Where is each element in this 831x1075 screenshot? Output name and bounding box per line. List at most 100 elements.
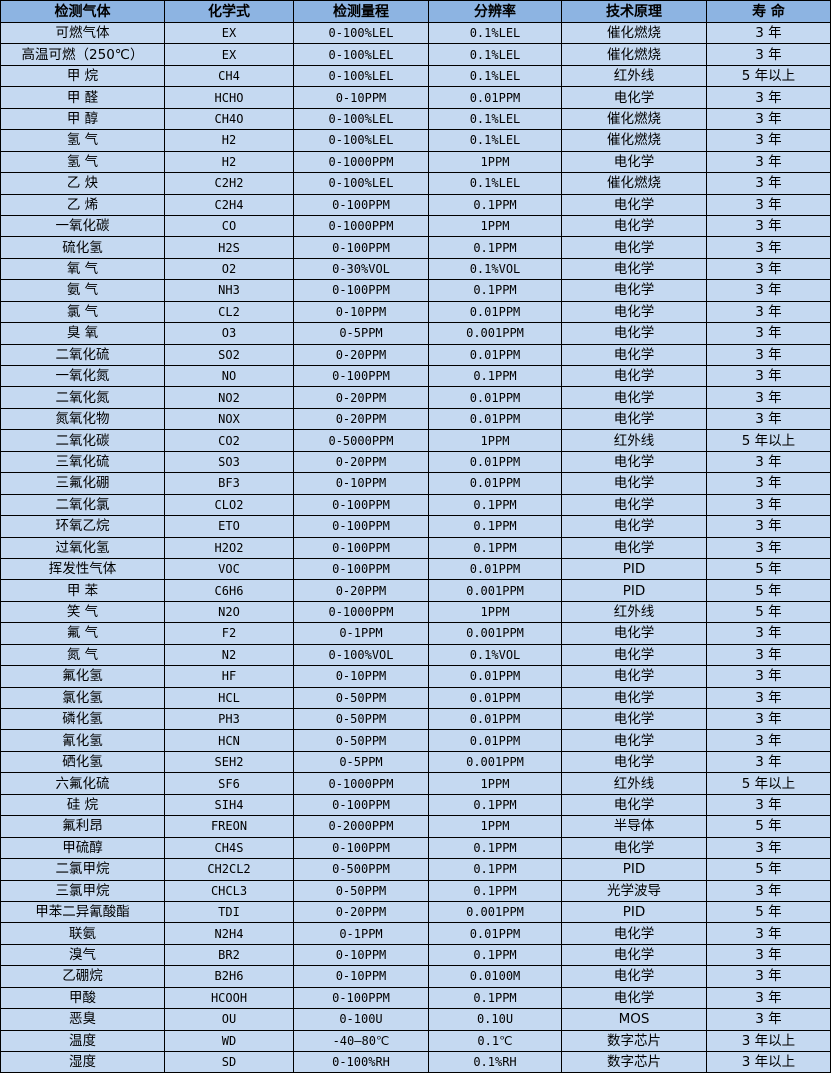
formula-cell: CO2 [164,429,294,452]
principle-cell: 电化学 [561,257,707,281]
principle-cell: 电化学 [561,707,707,731]
range-cell: 0-100%LEL [293,43,429,66]
resolution-cell: 1PPM [428,772,562,795]
range-cell: 0-30%VOL [293,257,429,281]
lifespan-cell: 3 年 [706,493,831,517]
range-cell: 0-100%LEL [293,21,429,45]
principle-cell: 红外线 [561,429,707,452]
table-row: 笑 气 N2O 0-1000PPM 1PPM 红外线 5 年 [0,600,831,624]
lifespan-cell: 3 年 [706,879,831,902]
gas-cell: 氯化氢 [0,686,165,710]
resolution-cell: 0.1PPM [428,364,562,388]
lifespan-cell: 3 年 [706,986,831,1010]
principle-cell: 电化学 [561,343,707,367]
header-formula: 化学式 [164,0,294,23]
lifespan-cell: 5 年 [706,557,831,581]
table-row: 甲 烷 CH4 0-100%LEL 0.1%LEL 红外线 5 年以上 [0,64,831,88]
lifespan-cell: 5 年 [706,858,831,881]
range-cell: 0-2000PPM [293,815,429,838]
resolution-cell: 0.1PPM [428,943,562,967]
gas-cell: 二氧化硫 [0,343,165,367]
principle-cell: 电化学 [561,236,707,259]
gas-cell: 三氯甲烷 [0,879,165,902]
formula-cell: F2 [164,622,294,645]
range-cell: 0-50PPM [293,729,429,752]
range-cell: 0-10PPM [293,86,429,109]
range-cell: 0-50PPM [293,686,429,710]
resolution-cell: 0.01PPM [428,922,562,945]
principle-cell: 电化学 [561,793,707,817]
table-row: 氯 气 CL2 0-10PPM 0.01PPM 电化学 3 年 [0,300,831,324]
range-cell: 0-100PPM [293,557,429,581]
gas-cell: 甲硫醇 [0,836,165,860]
table-row: 氟利昂 FREON 0-2000PPM 1PPM 半导体 5 年 [0,815,831,838]
formula-cell: N2H4 [164,922,294,945]
range-cell: 0-100PPM [293,279,429,302]
gas-cell: 氰化氢 [0,729,165,752]
resolution-cell: 0.01PPM [428,386,562,409]
principle-cell: 半导体 [561,815,707,838]
range-cell: 0-1000PPM [293,214,429,238]
formula-cell: CL2 [164,300,294,324]
gas-cell: 恶臭 [0,1008,165,1031]
resolution-cell: 0.01PPM [428,300,562,324]
table-row: 磷化氢 PH3 0-50PPM 0.01PPM 电化学 3 年 [0,707,831,731]
lifespan-cell: 3 年 [706,793,831,817]
resolution-cell: 0.01PPM [428,665,562,688]
table-row: 二氯甲烷 CH2CL2 0-500PPM 0.1PPM PID 5 年 [0,858,831,881]
range-cell: 0-1000PPM [293,772,429,795]
resolution-cell: 0.001PPM [428,750,562,774]
table-row: 氮 气 N2 0-100%VOL 0.1%VOL 电化学 3 年 [0,643,831,667]
table-row: 乙 炔 C2H2 0-100%LEL 0.1%LEL 催化燃烧 3 年 [0,172,831,195]
formula-cell: HCHO [164,86,294,109]
resolution-cell: 0.001PPM [428,900,562,924]
resolution-cell: 0.01PPM [428,450,562,474]
table-row: 二氧化硫 SO2 0-20PPM 0.01PPM 电化学 3 年 [0,343,831,367]
lifespan-cell: 3 年 [706,43,831,66]
formula-cell: TDI [164,900,294,924]
lifespan-cell: 3 年 [706,150,831,174]
table-row: 三氟化硼 BF3 0-10PPM 0.01PPM 电化学 3 年 [0,472,831,495]
formula-cell: SD [164,1050,294,1074]
principle-cell: 红外线 [561,772,707,795]
lifespan-cell: 5 年 [706,815,831,838]
gas-cell: 磷化氢 [0,707,165,731]
range-cell: 0-100PPM [293,364,429,388]
table-row: 过氧化氢 H2O2 0-100PPM 0.1PPM 电化学 3 年 [0,536,831,559]
gas-cell: 氮 气 [0,643,165,667]
formula-cell: SF6 [164,772,294,795]
gas-cell: 乙硼烷 [0,965,165,988]
table-row: 溴气 BR2 0-10PPM 0.1PPM 电化学 3 年 [0,943,831,967]
gas-cell: 甲 醇 [0,107,165,131]
principle-cell: 电化学 [561,729,707,752]
formula-cell: SEH2 [164,750,294,774]
table-row: 氯化氢 HCL 0-50PPM 0.01PPM 电化学 3 年 [0,686,831,710]
resolution-cell: 0.01PPM [428,407,562,431]
lifespan-cell: 3 年 [706,643,831,667]
range-cell: 0-100PPM [293,236,429,259]
lifespan-cell: 3 年以上 [706,1050,831,1074]
range-cell: 0-20PPM [293,579,429,602]
gas-cell: 溴气 [0,943,165,967]
gas-cell: 氢 气 [0,150,165,174]
principle-cell: 电化学 [561,622,707,645]
table-row: 氢 气 H2 0-100%LEL 0.1%LEL 催化燃烧 3 年 [0,129,831,152]
resolution-cell: 0.0100M [428,965,562,988]
table-row: 甲苯二异氰酸酯 TDI 0-20PPM 0.001PPM PID 5 年 [0,900,831,924]
gas-cell: 甲 烷 [0,64,165,88]
resolution-cell: 0.1%VOL [428,257,562,281]
resolution-cell: 0.1%LEL [428,64,562,88]
formula-cell: HCOOH [164,986,294,1010]
lifespan-cell: 3 年 [706,622,831,645]
range-cell: 0-50PPM [293,707,429,731]
lifespan-cell: 3 年 [706,172,831,195]
range-cell: 0-1000PPM [293,600,429,624]
gas-cell: 挥发性气体 [0,557,165,581]
table-header-row: 检测气体 化学式 检测量程 分辨率 技术原理 寿 命 [0,0,831,23]
principle-cell: PID [561,858,707,881]
formula-cell: HCL [164,686,294,710]
resolution-cell: 0.1PPM [428,536,562,559]
gas-cell: 二氧化氮 [0,386,165,409]
formula-cell: PH3 [164,707,294,731]
